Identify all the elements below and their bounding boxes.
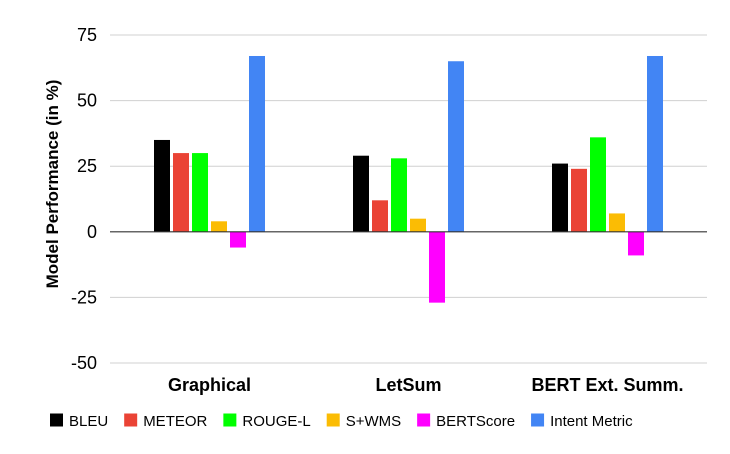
- bar-meteor-graphical: [173, 153, 189, 232]
- bar-bleu-bert-ext-summ-: [552, 163, 568, 232]
- legend-label: ROUGE-L: [242, 413, 310, 430]
- y-tick-labels: 75 50 25 0 -25 -50: [71, 25, 97, 373]
- legend-swatch: [531, 413, 545, 427]
- legend-swatch: [124, 413, 138, 427]
- bar-rouge-l-bert-ext-summ-: [590, 137, 606, 232]
- legend-swatch: [223, 413, 237, 427]
- bar-intent-metric-bert-ext-summ-: [647, 55, 663, 232]
- x-category-label: LetSum: [375, 375, 441, 395]
- y-tick-label: -25: [71, 287, 97, 307]
- legend-swatch: [50, 413, 63, 427]
- bar-rouge-l-letsum: [391, 158, 407, 232]
- legend-label: BLEU: [69, 413, 108, 430]
- bar-bleu-letsum: [353, 155, 369, 232]
- y-tick-label: 50: [77, 91, 97, 111]
- bar-s-wms-graphical: [211, 221, 227, 232]
- legend-label: S+WMS: [346, 413, 401, 430]
- bar-intent-metric-letsum: [448, 61, 464, 232]
- y-tick-label: 75: [77, 25, 97, 45]
- bar-bertscore-letsum: [429, 231, 445, 303]
- y-tick-label: 0: [87, 222, 97, 242]
- y-tick-label: 25: [77, 156, 97, 176]
- x-category-labels: Graphical LetSum BERT Ext. Summ.: [168, 375, 684, 395]
- bar-s-wms-letsum: [410, 218, 426, 232]
- gridlines: [110, 34, 707, 364]
- legend-swatch: [326, 413, 340, 427]
- bar-bertscore-bert-ext-summ-: [628, 231, 644, 256]
- x-category-label: BERT Ext. Summ.: [531, 375, 683, 395]
- legend-label: Intent Metric: [550, 413, 633, 430]
- legend-label: BERTScore: [436, 413, 515, 430]
- bar-bleu-graphical: [154, 139, 170, 232]
- bar-rouge-l-graphical: [192, 153, 208, 232]
- bar-intent-metric-graphical: [249, 55, 265, 232]
- legend-label: METEOR: [143, 413, 207, 430]
- y-axis-title: Model Performance (in %): [43, 80, 62, 289]
- bar-meteor-bert-ext-summ-: [571, 168, 587, 232]
- bar-bertscore-graphical: [230, 231, 246, 248]
- legend: BLEU METEOR ROUGE-L S+WMS BERTScore Intent Me…: [50, 413, 633, 430]
- legend-swatch: [417, 413, 431, 427]
- bar-meteor-letsum: [372, 200, 388, 232]
- y-tick-label: -50: [71, 353, 97, 373]
- x-category-label: Graphical: [168, 375, 251, 395]
- bars: [154, 55, 663, 303]
- bar-s-wms-bert-ext-summ-: [609, 213, 625, 232]
